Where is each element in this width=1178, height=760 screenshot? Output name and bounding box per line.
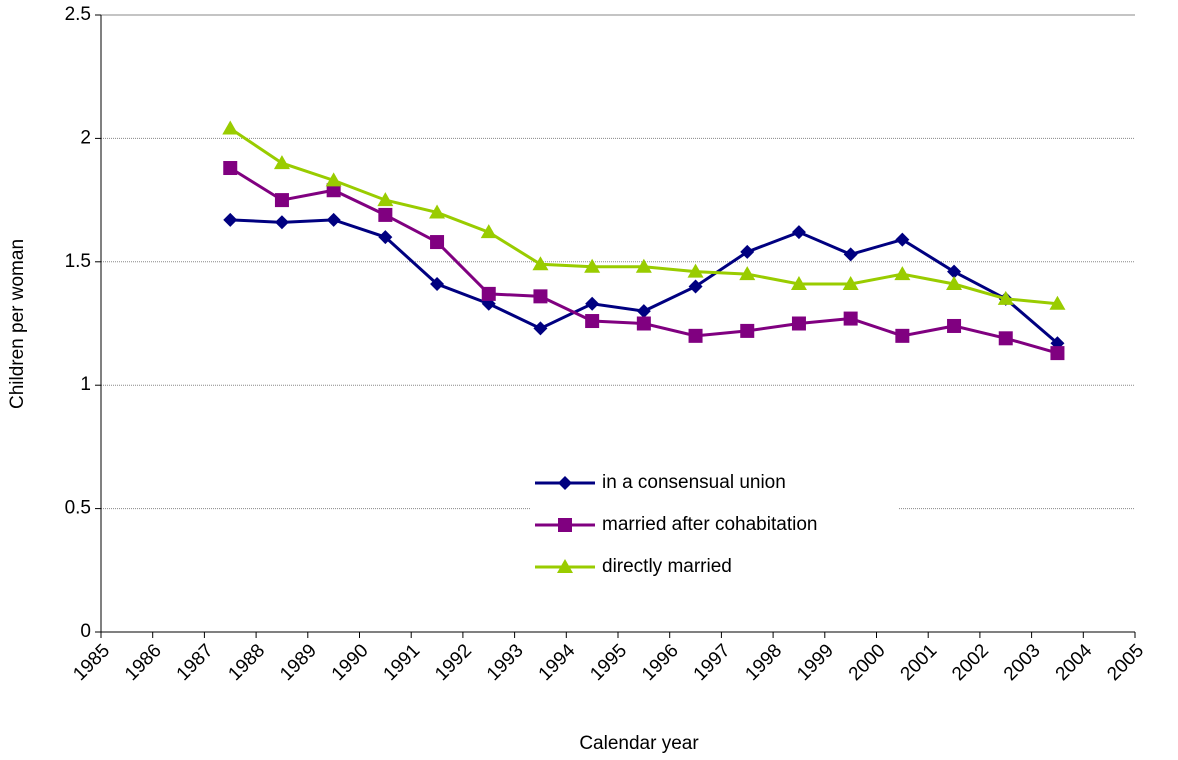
marker bbox=[740, 323, 755, 338]
x-tick-label: 1996 bbox=[638, 640, 683, 685]
marker bbox=[326, 212, 341, 227]
legend-marker bbox=[557, 559, 573, 573]
x-tick-label: 1992 bbox=[431, 640, 476, 685]
marker bbox=[791, 316, 806, 331]
marker bbox=[895, 232, 910, 247]
x-tick-label: 2004 bbox=[1052, 640, 1097, 685]
x-tick-label: 1993 bbox=[483, 640, 528, 685]
marker bbox=[584, 258, 601, 273]
x-tick-label: 1997 bbox=[690, 640, 735, 685]
marker bbox=[533, 289, 548, 304]
marker bbox=[533, 321, 548, 336]
marker bbox=[1050, 346, 1065, 361]
marker bbox=[740, 244, 755, 259]
marker bbox=[946, 276, 963, 291]
x-tick-label: 2001 bbox=[897, 640, 942, 685]
marker bbox=[222, 120, 239, 135]
marker bbox=[480, 224, 497, 239]
marker bbox=[739, 266, 756, 281]
marker bbox=[481, 286, 496, 301]
x-tick-label: 2003 bbox=[1000, 640, 1045, 685]
marker bbox=[947, 264, 962, 279]
marker bbox=[997, 290, 1014, 305]
marker bbox=[585, 314, 600, 329]
legend-label: in a consensual union bbox=[602, 472, 786, 493]
marker bbox=[635, 258, 652, 273]
x-tick-label: 1986 bbox=[121, 640, 166, 685]
legend-marker bbox=[558, 476, 572, 490]
marker bbox=[377, 192, 394, 207]
x-tick-label: 2000 bbox=[845, 640, 890, 685]
x-tick-label: 1999 bbox=[793, 640, 838, 685]
y-axis-label: Children per woman bbox=[7, 239, 28, 409]
x-tick-label: 1995 bbox=[586, 640, 631, 685]
marker bbox=[273, 155, 290, 170]
marker bbox=[843, 247, 858, 262]
marker bbox=[430, 235, 445, 250]
x-tick-label: 1991 bbox=[380, 640, 425, 685]
x-tick-label: 1987 bbox=[173, 640, 218, 685]
x-axis-label: Calendar year bbox=[579, 733, 699, 754]
marker bbox=[636, 304, 651, 319]
marker bbox=[636, 316, 651, 331]
y-tick-label: 0.5 bbox=[65, 498, 91, 519]
legend-label: married after cohabitation bbox=[602, 514, 817, 535]
marker bbox=[532, 256, 549, 271]
x-tick-label: 1998 bbox=[741, 640, 786, 685]
marker bbox=[274, 193, 289, 208]
marker bbox=[378, 230, 393, 245]
series-line bbox=[229, 127, 1058, 306]
marker bbox=[688, 279, 703, 294]
legend-marker bbox=[558, 518, 572, 532]
marker bbox=[223, 161, 238, 176]
marker bbox=[378, 207, 393, 222]
marker bbox=[1049, 295, 1066, 310]
marker bbox=[325, 172, 342, 187]
x-tick-label: 2005 bbox=[1103, 640, 1148, 685]
marker bbox=[687, 263, 704, 278]
marker bbox=[429, 204, 446, 219]
legend-label: directly married bbox=[602, 556, 732, 577]
marker bbox=[791, 225, 806, 240]
marker bbox=[688, 328, 703, 343]
marker bbox=[998, 331, 1013, 346]
y-tick-label: 2 bbox=[80, 127, 91, 148]
marker bbox=[585, 296, 600, 311]
x-tick-label: 2002 bbox=[948, 640, 993, 685]
marker bbox=[947, 318, 962, 333]
x-tick-label: 1990 bbox=[328, 640, 373, 685]
marker bbox=[223, 212, 238, 227]
x-tick-label: 1994 bbox=[535, 640, 580, 685]
x-tick-label: 1989 bbox=[276, 640, 321, 685]
marker bbox=[326, 183, 341, 198]
marker bbox=[842, 276, 859, 291]
marker bbox=[895, 328, 910, 343]
marker bbox=[790, 276, 807, 291]
x-tick-label: 1988 bbox=[224, 640, 269, 685]
marker bbox=[843, 311, 858, 326]
marker bbox=[274, 215, 289, 230]
y-tick-label: 0 bbox=[80, 621, 91, 642]
marker bbox=[894, 266, 911, 281]
x-tick-label: 1985 bbox=[69, 640, 114, 685]
marker bbox=[430, 277, 445, 292]
y-tick-label: 2.5 bbox=[65, 4, 91, 25]
y-tick-label: 1 bbox=[80, 374, 91, 395]
y-tick-label: 1.5 bbox=[65, 251, 91, 272]
